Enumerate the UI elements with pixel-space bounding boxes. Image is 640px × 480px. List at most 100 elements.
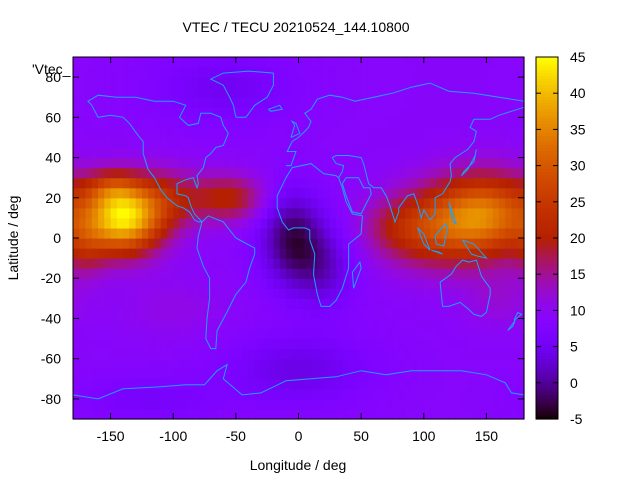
heatmap-cell [373,157,381,169]
heatmap-cell [123,408,130,420]
heatmap-cell [411,358,419,370]
heatmap-cell [517,97,525,108]
heatmap-cell [148,157,156,169]
heatmap-cell [392,328,400,340]
heatmap-cell [273,388,281,400]
heatmap-cell [486,77,494,88]
heatmap-cell [204,388,212,400]
heatmap-cell [486,398,494,410]
y-axis-label: Latitude / deg [5,196,21,281]
heatmap-cell [473,388,481,400]
heatmap-cell [486,67,494,78]
heatmap-cell [292,117,300,128]
heatmap-cell [292,308,300,320]
heatmap-cell [192,107,199,118]
heatmap-cell [467,298,475,309]
heatmap-cell [329,187,337,199]
heatmap-cell [455,67,462,78]
heatmap-cell [467,197,475,209]
heatmap-cell [430,117,437,128]
heatmap-cell [505,268,513,279]
heatmap-cell [110,248,118,259]
heatmap-cell [455,227,462,239]
heatmap-cell [223,388,231,400]
heatmap-cell [279,328,287,340]
heatmap-cell [430,298,437,309]
heatmap-cell [317,107,325,118]
heatmap-cell [392,97,400,108]
heatmap-cell [342,107,350,118]
heatmap-cell [160,157,168,169]
heatmap-cell [367,318,375,330]
heatmap-cell [436,318,444,330]
heatmap-cell [386,328,394,340]
heatmap-cell [448,147,456,159]
heatmap-cell [273,338,281,350]
heatmap-cell [141,137,149,149]
heatmap-cell [110,137,118,149]
heatmap-cell [91,67,99,78]
heatmap-cell [404,157,412,169]
heatmap-cell [273,127,281,139]
heatmap-cell [123,308,130,320]
coastlines [72,70,525,400]
heatmap-cell [154,67,162,78]
colorbar-segment [536,415,558,420]
heatmap-cell [204,318,212,330]
heatmap-cell [192,207,199,219]
heatmap-cell [254,57,262,68]
heatmap-cell [417,308,425,320]
heatmap-cell [179,378,187,390]
heatmap-cell [473,77,481,88]
heatmap-cell [423,167,431,179]
heatmap-cell [329,57,337,68]
heatmap-cell [173,368,181,380]
heatmap-cell [417,318,425,330]
heatmap-cell [235,87,243,98]
heatmap-cell [492,378,500,390]
heatmap-cell [248,408,256,420]
heatmap-cell [423,67,431,78]
heatmap-cell [110,358,118,370]
heatmap-cell [442,167,450,179]
heatmap-cell [304,217,312,229]
heatmap-cell [210,398,218,410]
heatmap-cell [505,248,513,259]
heatmap-cell [166,107,174,118]
heatmap-cell [404,207,412,219]
heatmap-cell [517,378,525,390]
colorbar-segment [536,391,558,396]
heatmap-cell [135,238,143,249]
heatmap-cell [242,258,249,269]
heatmap-cell [467,117,475,128]
heatmap-cell [217,127,224,139]
heatmap-cell [279,368,287,380]
heatmap-cell [235,227,243,239]
heatmap-cell [436,137,444,149]
heatmap-cell [223,77,231,88]
heatmap-cell [404,127,412,139]
heatmap-cell [442,147,450,159]
heatmap-cell [254,217,262,229]
heatmap-cell [448,57,456,68]
heatmap-cell [242,408,249,420]
heatmap-cell [354,248,362,259]
heatmap-cell [210,248,218,259]
heatmap-cell [135,187,143,199]
heatmap-cell [267,308,275,320]
heatmap-cell [148,328,156,340]
heatmap-cell [317,358,325,370]
heatmap-cell [423,187,431,199]
colorbar-segment [536,412,558,417]
heatmap-cell [505,127,513,139]
heatmap-cell [79,177,87,189]
heatmap-cell [148,278,156,289]
heatmap-cell [129,308,137,320]
heatmap-cell [298,157,306,169]
heatmap-cell [448,408,456,420]
heatmap-cell [154,238,162,249]
heatmap-cell [248,248,256,259]
heatmap-cell [354,197,362,209]
heatmap-cell [91,378,99,390]
heatmap-cell [254,67,262,78]
